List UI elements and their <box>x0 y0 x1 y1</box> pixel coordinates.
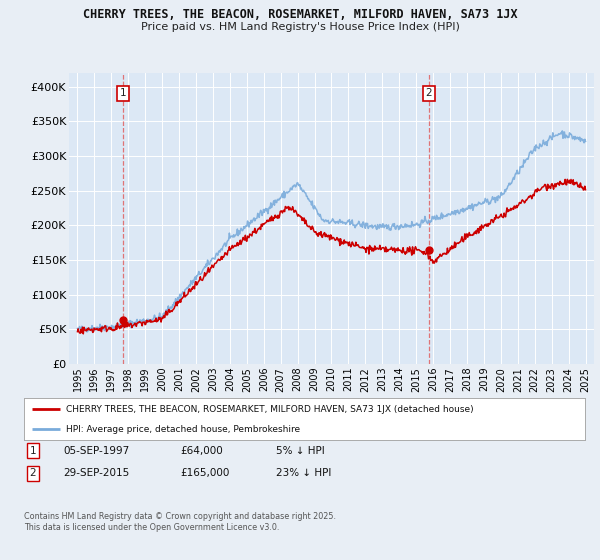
Text: CHERRY TREES, THE BEACON, ROSEMARKET, MILFORD HAVEN, SA73 1JX: CHERRY TREES, THE BEACON, ROSEMARKET, MI… <box>83 8 517 21</box>
Text: 1: 1 <box>119 88 126 98</box>
Text: 29-SEP-2015: 29-SEP-2015 <box>63 468 129 478</box>
Text: 2: 2 <box>29 468 37 478</box>
Text: 23% ↓ HPI: 23% ↓ HPI <box>276 468 331 478</box>
Text: £165,000: £165,000 <box>180 468 229 478</box>
Text: 1: 1 <box>29 446 37 456</box>
Text: 2: 2 <box>425 88 432 98</box>
Text: 5% ↓ HPI: 5% ↓ HPI <box>276 446 325 456</box>
Text: 05-SEP-1997: 05-SEP-1997 <box>63 446 129 456</box>
Text: Price paid vs. HM Land Registry's House Price Index (HPI): Price paid vs. HM Land Registry's House … <box>140 22 460 32</box>
Text: CHERRY TREES, THE BEACON, ROSEMARKET, MILFORD HAVEN, SA73 1JX (detached house): CHERRY TREES, THE BEACON, ROSEMARKET, MI… <box>66 405 474 414</box>
Text: Contains HM Land Registry data © Crown copyright and database right 2025.
This d: Contains HM Land Registry data © Crown c… <box>24 512 336 532</box>
Text: £64,000: £64,000 <box>180 446 223 456</box>
Text: HPI: Average price, detached house, Pembrokeshire: HPI: Average price, detached house, Pemb… <box>66 424 300 433</box>
